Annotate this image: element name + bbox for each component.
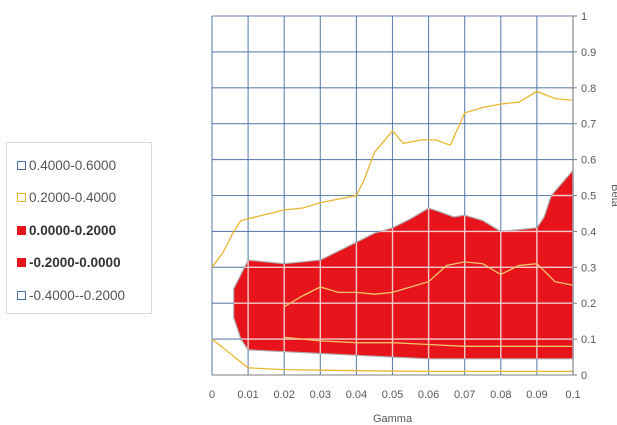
legend-swatch — [17, 193, 26, 203]
y-axis-title: Beta — [609, 184, 617, 208]
legend-swatch — [17, 225, 26, 235]
x-tick-label: 0.06 — [418, 389, 439, 401]
legend-item: 0.0000-0.2000 — [17, 214, 151, 247]
x-tick-label: 0.04 — [346, 389, 367, 401]
contour-line-upper-yellow — [211, 90, 574, 268]
x-tick-label: 0.02 — [273, 389, 294, 401]
contour-line-inner-upper — [283, 261, 574, 308]
legend-label: -0.2000-0.0000 — [29, 255, 121, 271]
x-tick-label: 0.09 — [526, 389, 547, 401]
y-tick-label: 0.3 — [581, 262, 596, 274]
legend-label: 0.0000-0.2000 — [29, 222, 117, 238]
x-tick-label: 0.03 — [310, 389, 331, 401]
legend-item: -0.4000--0.2000 — [17, 279, 151, 312]
y-tick-label: 0.6 — [581, 155, 596, 167]
legend-label: 0.2000-0.4000 — [29, 190, 117, 206]
legend-label: -0.4000--0.2000 — [29, 287, 126, 303]
legend-item: 0.2000-0.4000 — [17, 182, 151, 215]
legend-swatch — [17, 258, 26, 268]
contour-region-red — [233, 168, 574, 360]
x-tick-label: 0.1 — [565, 389, 580, 401]
legend: 0.4000-0.6000 0.2000-0.4000 0.0000-0.200… — [6, 142, 152, 314]
y-tick-label: 0.1 — [581, 334, 596, 346]
x-tick-label: 0 — [209, 389, 215, 401]
y-tick-label: 0.4 — [581, 226, 596, 238]
x-tick-label: 0.01 — [237, 389, 258, 401]
legend-swatch — [17, 160, 26, 170]
y-tick-label: 0.5 — [581, 191, 596, 203]
y-tick-label: 0.2 — [581, 298, 596, 310]
y-tick-label: 0.9 — [581, 47, 596, 59]
contour-line-lower-yellow — [211, 338, 573, 373]
x-tick-label: 0.07 — [454, 389, 475, 401]
x-tick-label: 0.05 — [382, 389, 403, 401]
y-tick-label: 0 — [581, 370, 587, 382]
legend-swatch — [17, 290, 26, 300]
y-tick-label: 1 — [581, 11, 587, 23]
x-axis-title: Gamma — [373, 413, 413, 425]
legend-item: 0.4000-0.6000 — [17, 149, 151, 182]
legend-label: 0.4000-0.6000 — [29, 157, 117, 173]
contour-line-inner-lower — [284, 336, 573, 347]
y-tick-label: 0.7 — [581, 119, 596, 131]
x-tick-label: 0.08 — [490, 389, 511, 401]
y-tick-label: 0.8 — [581, 83, 596, 95]
legend-item: -0.2000-0.0000 — [17, 247, 151, 280]
